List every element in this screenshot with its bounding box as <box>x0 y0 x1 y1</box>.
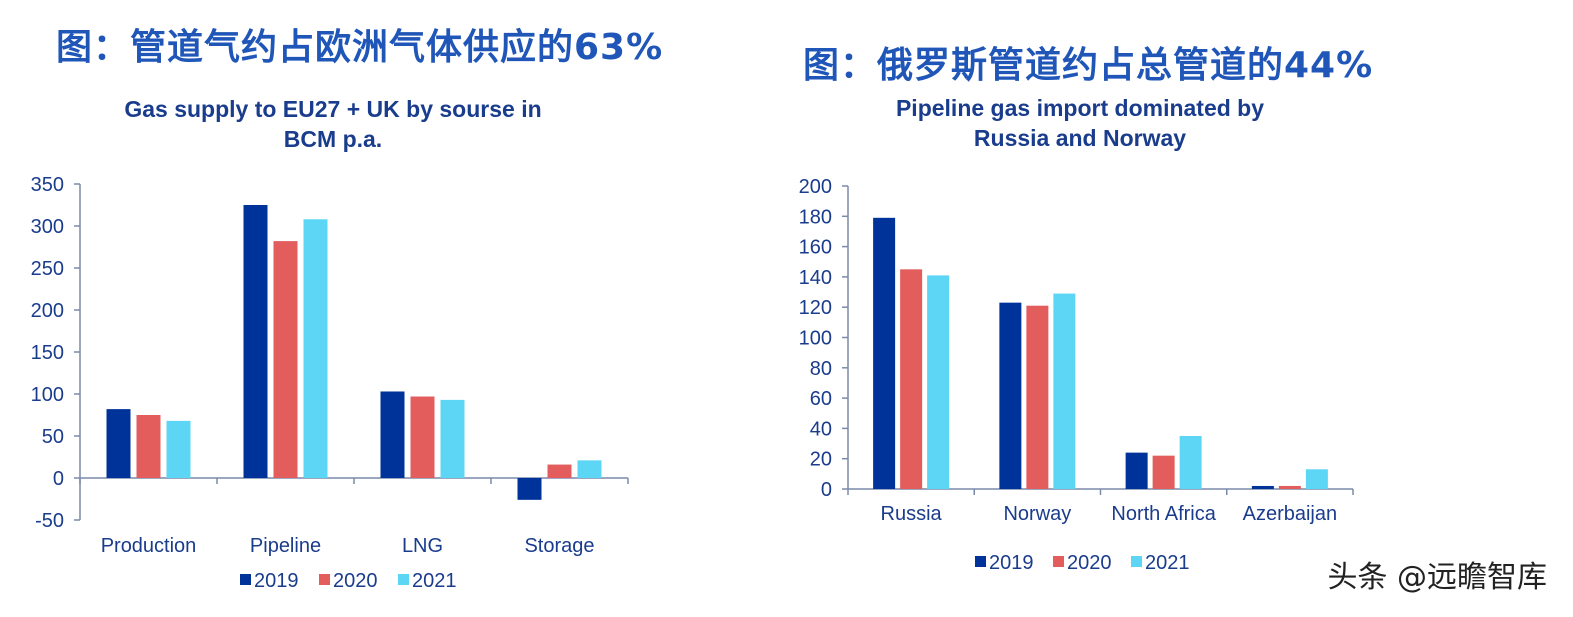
eu-supply-category-label: Pipeline <box>250 535 321 557</box>
right-chart-heading: 图：俄罗斯管道约占总管道的44% <box>803 45 1374 86</box>
pipeline-import-bar-azerbaijan-2020 <box>1278 485 1301 489</box>
pipeline-import-ytick-label: 80 <box>810 358 832 380</box>
pipeline-import-bar-azerbaijan-2019 <box>1251 485 1274 489</box>
pipeline-import-bar-north-africa-2019 <box>1125 452 1148 489</box>
pipeline-import-ytick-label: 140 <box>799 267 832 289</box>
pipeline-import-legend-label-2020: 2020 <box>1067 552 1112 574</box>
eu-supply-category-label: Production <box>101 535 197 557</box>
eu-supply-ytick-label: 0 <box>53 468 64 490</box>
watermark: 头条 @远瞻智库 <box>1327 560 1547 595</box>
eu-supply-bar-pipeline-2021 <box>303 219 328 478</box>
pipeline-import-legend-swatch-2021 <box>1131 556 1142 567</box>
eu-supply-bar-production-2019 <box>106 409 131 478</box>
pipeline-import-ytick-label: 20 <box>810 449 832 471</box>
eu-supply-category-label: LNG <box>402 535 443 557</box>
pipeline-import-ytick-label: 120 <box>799 297 832 319</box>
pipeline-import-ytick-label: 0 <box>821 479 832 501</box>
pipeline-import-legend-label-2019: 2019 <box>989 552 1034 574</box>
eu-supply-title-line-2: BCM p.a. <box>284 126 382 152</box>
eu-supply-legend-swatch-2020 <box>319 574 330 585</box>
pipeline-import-bar-north-africa-2021 <box>1179 435 1202 489</box>
eu-supply-ytick-label: 50 <box>42 426 64 448</box>
pipeline-import-bar-azerbaijan-2021 <box>1305 469 1328 489</box>
eu-supply-bar-storage-2021 <box>577 460 602 478</box>
pipeline-import-bar-norway-2021 <box>1053 293 1076 489</box>
pipeline-import-category-label: Azerbaijan <box>1243 503 1338 525</box>
pipeline-import-bar-russia-2019 <box>873 217 896 489</box>
eu-supply-ytick-label: 350 <box>31 174 64 196</box>
pipeline-import-bar-norway-2019 <box>999 302 1022 489</box>
eu-supply-bar-pipeline-2020 <box>273 241 298 478</box>
pipeline-import-bar-north-africa-2020 <box>1152 455 1175 489</box>
eu-supply-ytick-label: 150 <box>31 342 64 364</box>
eu-supply-bar-lng-2020 <box>410 396 435 478</box>
pipeline-import-legend-label-2021: 2021 <box>1145 552 1190 574</box>
pipeline-import-ytick-label: 160 <box>799 237 832 259</box>
eu-supply-legend-swatch-2019 <box>240 574 251 585</box>
eu-supply-bar-production-2020 <box>136 415 161 478</box>
pipeline-import-ytick-label: 60 <box>810 388 832 410</box>
pipeline-import-ytick-label: 100 <box>799 328 832 350</box>
eu-supply-legend-label-2020: 2020 <box>333 570 378 592</box>
eu-supply-ytick-label: -50 <box>35 510 64 532</box>
eu-supply-bar-pipeline-2019 <box>243 205 268 478</box>
pipeline-import-bar-norway-2020 <box>1026 305 1049 489</box>
eu-supply-ytick-label: 300 <box>31 216 64 238</box>
eu-supply-bar-storage-2020 <box>547 464 572 478</box>
pipeline-import-bar-russia-2021 <box>927 275 950 489</box>
eu-supply-legend-label-2021: 2021 <box>412 570 457 592</box>
eu-supply-bar-production-2021 <box>166 420 191 478</box>
pipeline-import-category-label: Russia <box>881 503 943 525</box>
eu-supply-title-line-1: Gas supply to EU27 + UK by sourse in <box>124 96 541 122</box>
pipeline-import-title-line-1: Pipeline gas import dominated by <box>896 95 1264 121</box>
pipeline-import-ytick-label: 40 <box>810 418 832 440</box>
pipeline-import-category-label: Norway <box>1003 503 1071 525</box>
eu-supply-ytick-label: 200 <box>31 300 64 322</box>
eu-supply-category-label: Storage <box>524 535 594 557</box>
pipeline-import-legend-swatch-2019 <box>975 556 986 567</box>
eu-supply-legend-label-2019: 2019 <box>254 570 299 592</box>
eu-supply-bar-storage-2019 <box>517 478 542 500</box>
eu-supply-ytick-label: 250 <box>31 258 64 280</box>
pipeline-import-title-line-2: Russia and Norway <box>974 125 1186 151</box>
eu-supply-bar-lng-2021 <box>440 399 465 478</box>
eu-supply-legend-swatch-2021 <box>398 574 409 585</box>
pipeline-import-ytick-label: 200 <box>799 176 832 198</box>
pipeline-import-category-label: North Africa <box>1111 503 1216 525</box>
pipeline-import-legend-swatch-2020 <box>1053 556 1064 567</box>
pipeline-import-bar-russia-2020 <box>900 269 923 489</box>
left-chart-heading: 图：管道气约占欧洲气体供应的63% <box>56 27 664 68</box>
eu-supply-bar-lng-2019 <box>380 391 405 478</box>
pipeline-import-ytick-label: 180 <box>799 206 832 228</box>
eu-supply-ytick-label: 100 <box>31 384 64 406</box>
